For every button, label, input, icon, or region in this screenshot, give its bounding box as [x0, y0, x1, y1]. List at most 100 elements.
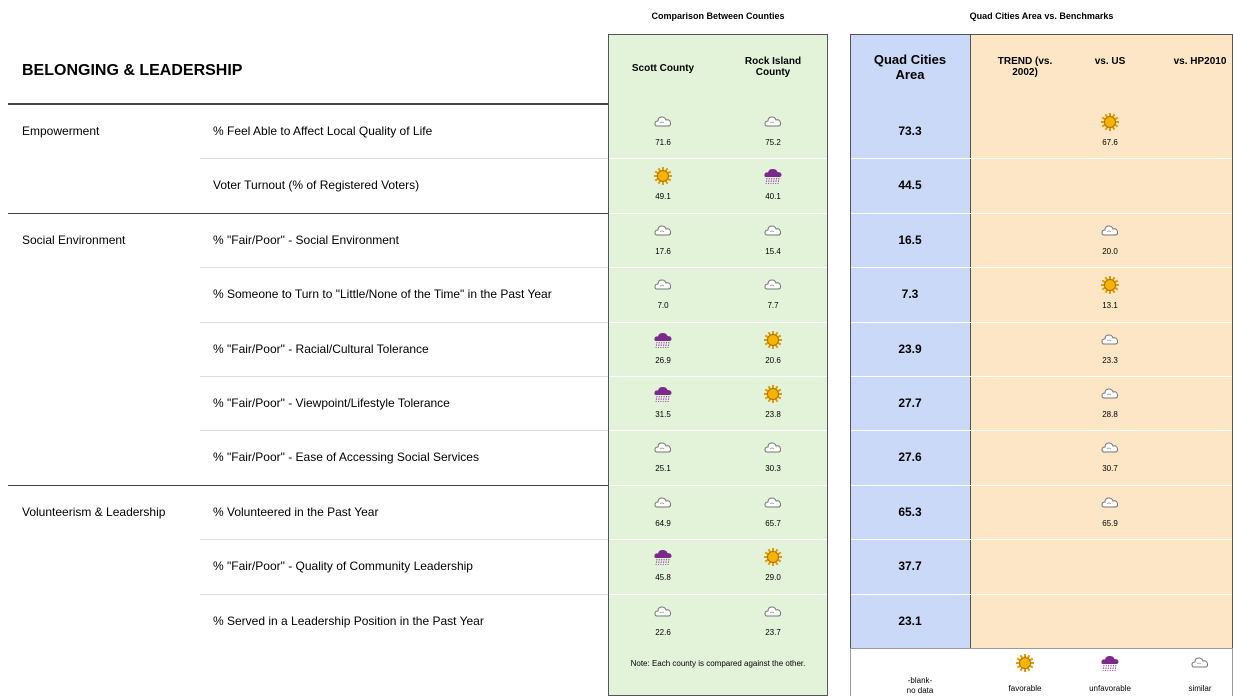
row-rule: [609, 376, 827, 377]
similar-icon: [654, 606, 672, 617]
favorable-icon: [764, 385, 782, 403]
metric-label: Voter Turnout (% of Registered Voters): [213, 178, 420, 193]
note: Note: Each county is compared against th…: [630, 659, 806, 668]
qca-panel: [850, 34, 971, 649]
legend-label: favorable: [1008, 684, 1042, 693]
unfavorable-icon: [654, 332, 672, 348]
cell-value: 7.7: [767, 301, 779, 311]
unfavorable-icon: [764, 169, 782, 185]
unfavorable-icon: [654, 386, 672, 403]
cell-value: 71.6: [655, 138, 671, 147]
row-rule: [200, 267, 608, 269]
group-rule: [8, 484, 608, 486]
cell-value: 45.8: [655, 573, 671, 583]
row-rule: [851, 376, 1232, 377]
legend-blank: -blank-: [907, 676, 933, 685]
row-rule: [851, 267, 1232, 269]
cell-value: 20.0: [1102, 246, 1118, 256]
row-rule: [200, 376, 608, 377]
row-rule: [200, 321, 608, 323]
cell-value: 29.0: [765, 573, 781, 583]
cell-value: 17.6: [655, 246, 671, 256]
cell-value: 15.4: [765, 246, 781, 256]
row-rule: [851, 158, 1232, 160]
legend-label: similar: [1188, 684, 1212, 693]
cell-value: 26.9: [655, 355, 671, 365]
similar-icon: [1101, 334, 1119, 345]
similar-icon: [1101, 497, 1119, 508]
row-rule: [609, 321, 827, 323]
similar-icon: [1101, 225, 1119, 236]
metric-label: % Served in a Leadership Position in the…: [213, 613, 484, 628]
metric-label: % "Fair/Poor" - Quality of Community Lea…: [213, 559, 473, 574]
qca-value: 37.7: [898, 559, 922, 574]
cell-value: 75.2: [765, 138, 781, 147]
row-rule: [851, 593, 1232, 595]
header-rule: [8, 103, 608, 105]
similar-icon: [764, 442, 782, 453]
cell-value: 23.3: [1102, 355, 1118, 365]
row-rule: [200, 430, 608, 432]
qca-value: 27.6: [898, 450, 922, 465]
similar-icon: [654, 279, 672, 290]
row-rule: [851, 212, 1232, 214]
similar-icon: [654, 225, 672, 236]
similar-icon: [764, 497, 782, 508]
row-rule: [609, 539, 827, 541]
cell-value: 30.7: [1102, 464, 1118, 474]
qca-value: 7.3: [901, 287, 919, 302]
unfavorable-icon: [1101, 655, 1119, 672]
qca-value: 44.5: [898, 178, 922, 193]
similar-icon: [654, 442, 672, 453]
similar-icon: [1191, 657, 1209, 668]
row-rule: [851, 321, 1232, 323]
cell-value: 30.3: [765, 464, 781, 474]
similar-icon: [654, 116, 672, 127]
cell-value: 7.0: [657, 301, 669, 311]
group-label: Empowerment: [22, 124, 100, 138]
cell-value: 28.8: [1102, 410, 1118, 419]
favorable-icon: [654, 167, 672, 186]
cell-value: 25.1: [655, 464, 671, 474]
cell-value: 13.1: [1102, 301, 1118, 311]
row-rule: [851, 430, 1232, 432]
cell-value: 49.1: [655, 192, 671, 202]
similar-icon: [764, 279, 782, 290]
qca-value: 27.7: [898, 396, 922, 410]
cell-value: 65.7: [765, 518, 781, 528]
favorable-icon: [1101, 113, 1119, 131]
metric-label: % Volunteered in the Past Year: [213, 504, 379, 519]
favorable-icon: [764, 548, 782, 567]
similar-icon: [654, 497, 672, 508]
benchmark-group-title: Quad Cities Area vs. Benchmarks: [969, 11, 1114, 21]
col-header: vs. US: [1094, 56, 1126, 67]
cell-value: 23.7: [765, 627, 781, 637]
row-rule: [609, 430, 827, 432]
favorable-icon: [1101, 276, 1119, 295]
col-header: Rock Island County: [744, 56, 802, 78]
favorable-icon: [764, 330, 782, 349]
qca-value: 23.9: [898, 341, 922, 356]
cell-value: 40.1: [765, 192, 781, 202]
row-rule: [609, 158, 827, 160]
group-label: Volunteerism & Leadership: [22, 504, 166, 519]
metric-label: % Feel Able to Affect Local Quality of L…: [213, 124, 433, 138]
row-rule: [200, 158, 608, 160]
metric-label: % "Fair/Poor" - Racial/Cultural Toleranc…: [213, 341, 429, 356]
row-rule: [609, 267, 827, 269]
qca-value: 23.1: [898, 613, 922, 628]
cell-value: 31.5: [655, 410, 671, 419]
favorable-icon: [1016, 654, 1034, 672]
row-rule: [609, 212, 827, 214]
county-panel: [608, 34, 828, 696]
metric-label: % Someone to Turn to "Little/None of the…: [213, 287, 552, 302]
row-rule: [851, 539, 1232, 541]
col-header: vs. HP2010: [1173, 56, 1227, 67]
cell-value: 22.6: [655, 627, 671, 637]
similar-icon: [764, 225, 782, 236]
col-header: Scott County: [631, 63, 695, 74]
similar-icon: [1101, 442, 1119, 453]
qca-value: 65.3: [898, 504, 922, 519]
cell-value: 20.6: [765, 355, 781, 365]
